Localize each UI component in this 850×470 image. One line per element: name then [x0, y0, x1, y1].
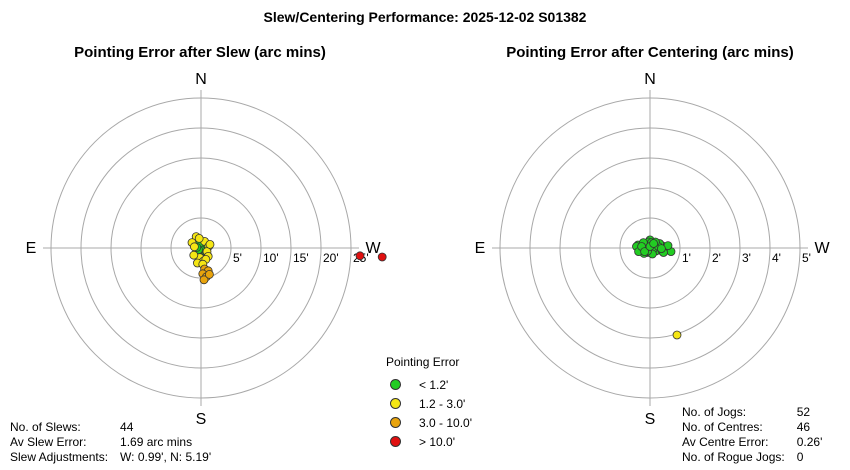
ring-label: 3': [742, 251, 751, 265]
centre-stat-label: No. of Jogs:: [682, 405, 747, 419]
centre-stats: No. of Jogs: 52 No. of Centres: 46 Av Centre…: [682, 405, 822, 465]
data-point: [649, 239, 658, 248]
slew-stat-row: Av Slew Error: 1.69 arc mins: [10, 435, 211, 450]
north-label: N: [195, 71, 207, 88]
south-label: S: [645, 411, 656, 428]
ring-label: 4': [772, 251, 781, 265]
west-label: W: [814, 240, 830, 257]
slew-stat-value: W: 0.99', N: 5.19': [120, 450, 212, 464]
slew-stat-label: No. of Slews:: [10, 420, 81, 434]
centre-stat-value: 46: [796, 420, 811, 434]
legend-item: 1.2 - 3.0': [386, 394, 472, 413]
slew-stat-value: 1.69 arc mins: [120, 435, 193, 449]
legend-label: 1.2 - 3.0': [419, 396, 466, 411]
ring-label: 1': [682, 251, 691, 265]
centre-stat-label: Av Centre Error:: [682, 435, 769, 449]
ring-label: 10': [263, 251, 279, 265]
data-point: [377, 252, 387, 262]
centre-stat-row: No. of Centres: 46: [682, 420, 822, 435]
centre-chart-title: Pointing Error after Centering (arc mins…: [506, 44, 794, 61]
data-point: [199, 275, 209, 285]
slew-stat-value: 44: [120, 420, 134, 434]
legend-swatch: [390, 398, 401, 409]
ring-label: 20': [323, 251, 339, 265]
ring-label: 5': [802, 251, 811, 265]
data-point: [355, 251, 365, 261]
data-point: [194, 233, 204, 243]
legend-label: 3.0 - 10.0': [419, 415, 472, 430]
slew-chart-title: Pointing Error after Slew (arc mins): [74, 44, 326, 61]
slew-stat-row: Slew Adjustments: W: 0.99', N: 5.19': [10, 450, 211, 465]
centre-stat-row: No. of Rogue Jogs: 0: [682, 450, 822, 465]
ring-label: 5': [233, 251, 242, 265]
ring-label: 2': [712, 251, 721, 265]
north-label: N: [644, 71, 656, 88]
centre-stat-row: Av Centre Error: 0.26': [682, 435, 822, 450]
legend-label: > 10.0': [419, 434, 455, 449]
centre-stat-label: No. of Centres:: [682, 420, 763, 434]
east-label: E: [475, 240, 486, 257]
centre-stat-value: 52: [796, 405, 811, 419]
centre-stat-value: 0: [796, 450, 804, 464]
legend-swatch: [390, 379, 401, 390]
page-title: Slew/Centering Performance: 2025-12-02 S…: [263, 9, 587, 25]
slew-stat-row: No. of Slews: 44: [10, 420, 211, 435]
data-point: [640, 247, 649, 257]
data-point: [205, 239, 215, 249]
legend-item: < 1.2': [386, 375, 472, 394]
slew-stats: No. of Slews: 44 Av Slew Error: 1.69 arc mi…: [10, 420, 211, 465]
legend-item: 3.0 - 10.0': [386, 413, 472, 432]
centre-stat-row: No. of Jogs: 52: [682, 405, 822, 420]
centre-stat-label: No. of Rogue Jogs:: [682, 450, 785, 464]
legend-label: < 1.2': [419, 377, 449, 392]
data-point: [189, 242, 199, 252]
slew-stat-label: Av Slew Error:: [10, 435, 87, 449]
centre-stat-value: 0.26': [796, 435, 823, 449]
data-point: [672, 330, 682, 340]
ring-label: 15': [293, 251, 309, 265]
legend-swatch: [390, 436, 401, 447]
data-point: [189, 250, 199, 260]
data-point: [204, 269, 214, 279]
east-label: E: [26, 240, 37, 257]
data-point: [657, 244, 666, 254]
legend-title: Pointing Error: [386, 355, 460, 369]
south-label: S: [196, 411, 207, 428]
slew-stat-label: Slew Adjustments:: [10, 450, 109, 464]
legend-item: > 10.0': [386, 432, 472, 451]
legend: Pointing Error < 1.2' 1.2 - 3.0' 3.0 - 10.…: [386, 355, 472, 451]
legend-swatch: [390, 417, 401, 428]
west-label: W: [365, 240, 381, 257]
